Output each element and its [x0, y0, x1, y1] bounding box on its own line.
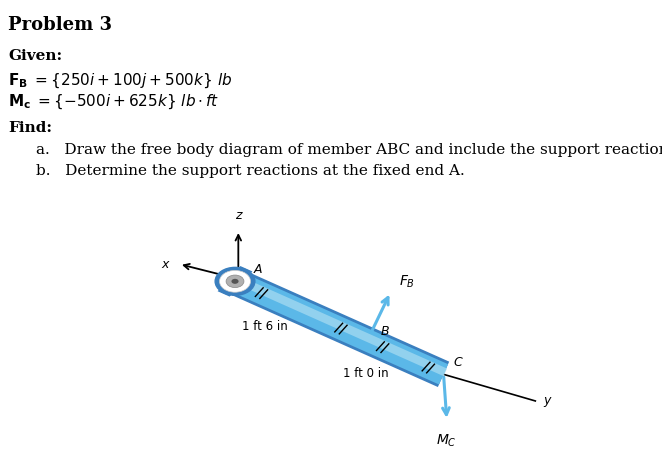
Text: B: B: [381, 325, 389, 338]
Text: b.   Determine the support reactions at the fixed end A.: b. Determine the support reactions at th…: [36, 164, 465, 178]
Circle shape: [215, 267, 255, 295]
Text: 1 ft 6 in: 1 ft 6 in: [242, 320, 288, 333]
Text: 1 ft 0 in: 1 ft 0 in: [343, 366, 389, 379]
Text: Problem 3: Problem 3: [8, 16, 112, 34]
Text: A: A: [254, 263, 262, 276]
Text: Given:: Given:: [8, 49, 62, 63]
Text: C: C: [453, 356, 462, 369]
Text: $M_C$: $M_C$: [436, 432, 457, 449]
Circle shape: [226, 275, 244, 287]
Text: x: x: [162, 258, 169, 271]
Text: Find:: Find:: [8, 121, 52, 135]
Circle shape: [232, 279, 238, 284]
Circle shape: [220, 271, 250, 292]
Text: z: z: [235, 209, 242, 222]
Text: y: y: [544, 394, 551, 407]
Text: $\mathbf{F}_\mathbf{B}$ $= \{250\mathit{i} + 100\mathit{j} + 500\mathit{k}\}\ \m: $\mathbf{F}_\mathbf{B}$ $= \{250\mathit{…: [8, 72, 232, 91]
Text: a.   Draw the free body diagram of member ABC and include the support reactions.: a. Draw the free body diagram of member …: [36, 143, 662, 157]
Text: $F_B$: $F_B$: [399, 273, 414, 290]
Text: $\mathbf{M}_\mathbf{c}$ $= \{-500\mathit{i} + 625\mathit{k}\}\ \mathit{lb} \cdot: $\mathbf{M}_\mathbf{c}$ $= \{-500\mathit…: [8, 93, 219, 112]
Polygon shape: [219, 267, 251, 295]
